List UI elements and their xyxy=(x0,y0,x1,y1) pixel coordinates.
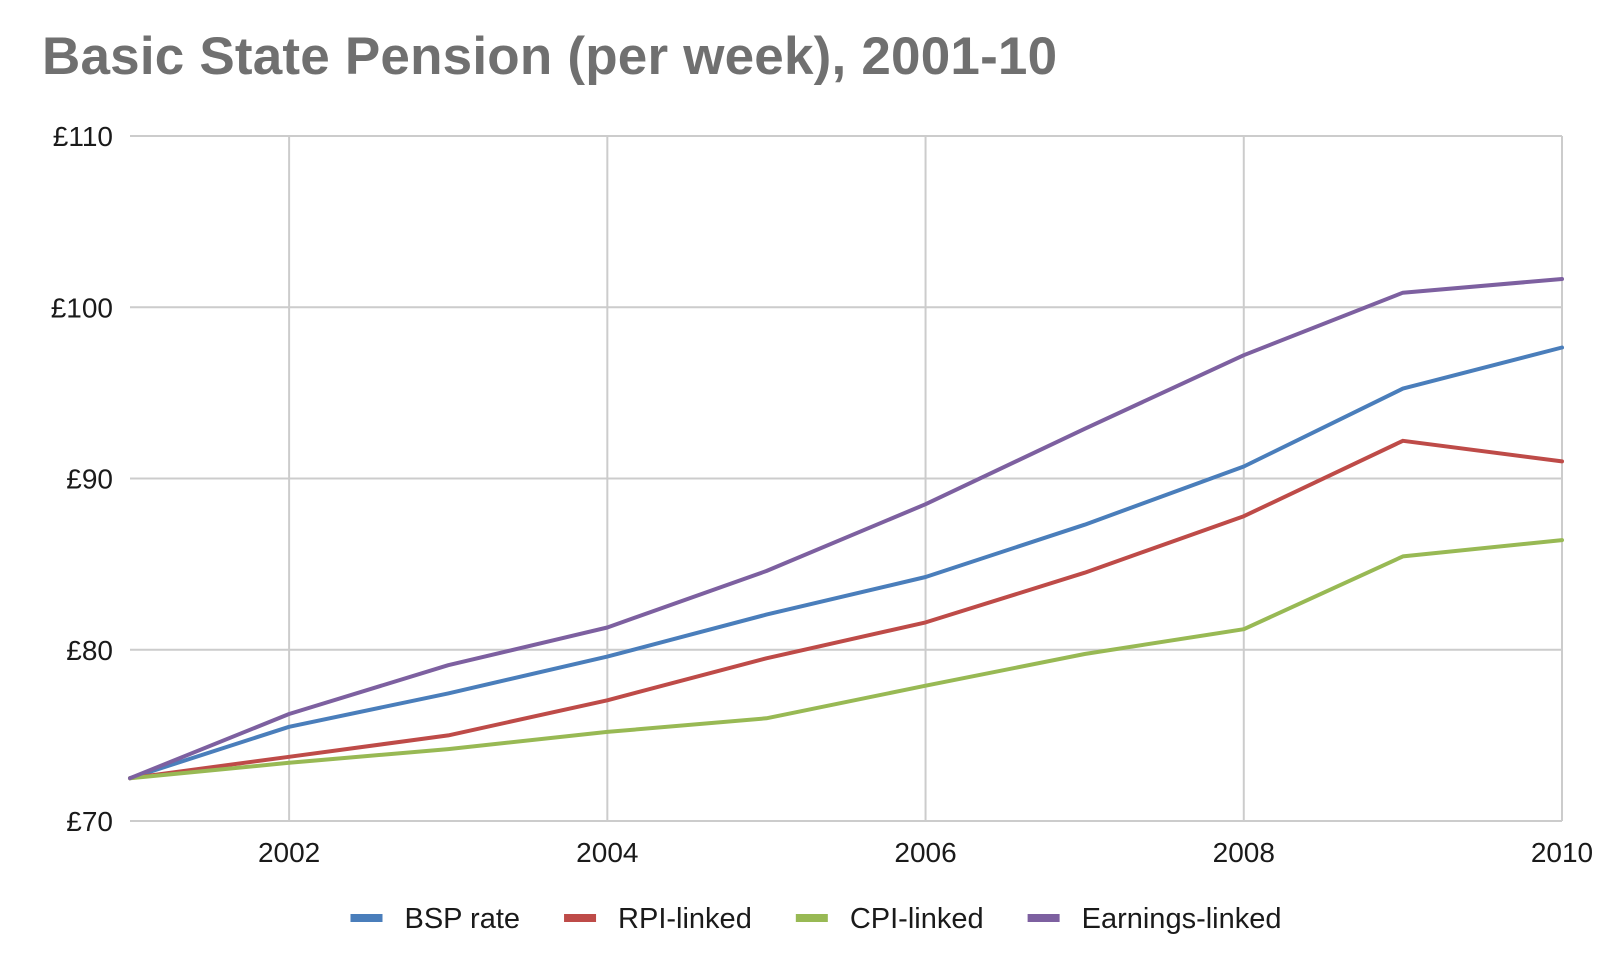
x-tick-label: 2004 xyxy=(576,837,638,868)
legend-label-earnings-linked: Earnings-linked xyxy=(1082,903,1282,935)
x-tick-label: 2010 xyxy=(1531,837,1593,868)
legend-swatch-bsp-rate xyxy=(350,914,383,922)
chart-title: Basic State Pension (per week), 2001-10 xyxy=(42,27,1058,86)
y-tick-label: £70 xyxy=(66,806,113,837)
series-line-rpi-linked xyxy=(128,438,1564,781)
y-tick-label: £80 xyxy=(66,635,113,666)
legend-label-cpi-linked: CPI-linked xyxy=(850,903,984,935)
x-axis-tick-labels: 2002 2004 2006 2008 2010 xyxy=(258,837,1593,868)
y-tick-label: £100 xyxy=(51,292,113,323)
y-tick-label: £90 xyxy=(66,464,113,495)
legend-swatch-earnings-linked xyxy=(1027,914,1060,922)
y-axis-tick-labels: £70 £80 £90 £100 £110 xyxy=(51,121,113,837)
x-tick-label: 2006 xyxy=(894,837,956,868)
x-tick-label: 2008 xyxy=(1213,837,1275,868)
legend-label-bsp-rate: BSP rate xyxy=(405,903,521,935)
series-line-earnings-linked xyxy=(128,277,1564,781)
y-tick-label: £110 xyxy=(53,121,113,152)
series-lines xyxy=(128,277,1564,781)
legend-swatch-rpi-linked xyxy=(564,914,597,922)
series-line-bsp-rate xyxy=(128,345,1564,781)
grid-lines xyxy=(130,135,1563,822)
x-tick-label: 2002 xyxy=(258,837,320,868)
legend-label-rpi-linked: RPI-linked xyxy=(618,903,752,935)
legend: BSP rate RPI-linked CPI-linked Earnings-lin… xyxy=(350,903,1282,935)
series-line-cpi-linked xyxy=(128,538,1564,781)
legend-swatch-cpi-linked xyxy=(795,914,828,922)
